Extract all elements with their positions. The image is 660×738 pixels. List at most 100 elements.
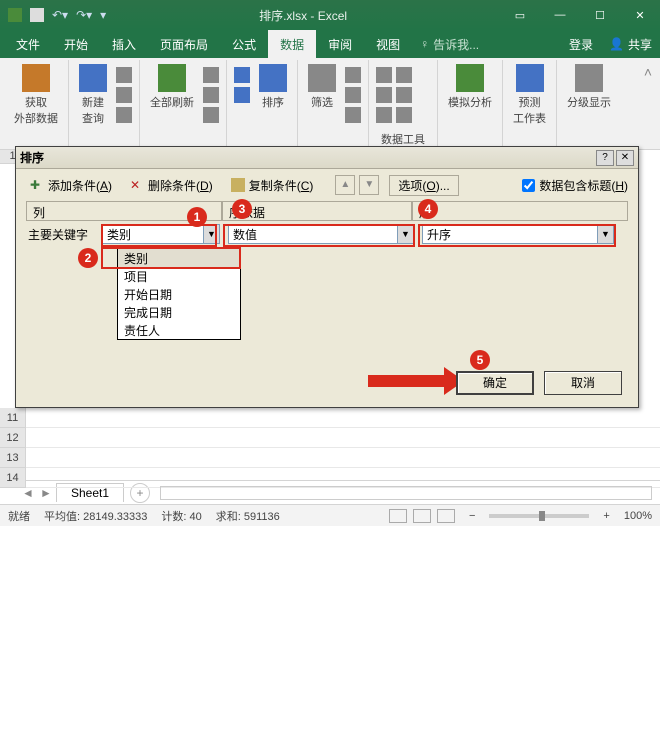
show-queries-icon[interactable] (116, 67, 132, 83)
column-combobox[interactable]: 类别 ▼ (102, 224, 220, 244)
ribbon-group-forecast: 预测 工作表 (503, 60, 557, 149)
ok-button[interactable]: 确定 (456, 371, 534, 395)
zoom-thumb[interactable] (539, 511, 545, 521)
sort-on-combobox[interactable]: 数值 ▼ (228, 224, 414, 244)
filter-button[interactable]: 筛选 (304, 62, 340, 124)
delete-icon: ✕ (130, 178, 144, 192)
row-header[interactable]: 11 (0, 408, 26, 428)
ribbon-group-external-data: 获取 外部数据 (4, 60, 69, 149)
ribbon-group-query: 新建 查询 (69, 60, 140, 149)
refresh-all-button[interactable]: 全部刷新 (146, 62, 198, 124)
add-icon: ✚ (30, 178, 44, 192)
sort-az-icon[interactable] (234, 67, 250, 83)
row-header[interactable]: 14 (0, 468, 26, 488)
column-dropdown-list[interactable]: 类别 项目 开始日期 完成日期 责任人 (117, 248, 241, 340)
from-table-icon[interactable] (116, 87, 132, 103)
share-icon: 👤 (609, 37, 624, 51)
flash-fill-icon[interactable] (396, 67, 412, 83)
ribbon: 获取 外部数据 新建 查询 全部刷新 (0, 58, 660, 150)
maximize-button[interactable]: ☐ (580, 0, 620, 30)
new-query-button[interactable]: 新建 查询 (75, 62, 111, 128)
properties-icon[interactable] (203, 87, 219, 103)
tab-home[interactable]: 开始 (52, 30, 100, 58)
add-level-button[interactable]: ✚ 添加条件(A) (26, 175, 116, 196)
consolidate-icon[interactable] (376, 107, 392, 123)
zoom-slider[interactable] (489, 514, 589, 518)
tab-formulas[interactable]: 公式 (220, 30, 268, 58)
minimize-button[interactable]: — (540, 0, 580, 30)
relationships-icon[interactable] (396, 107, 412, 123)
move-up-button[interactable]: ▲ (335, 175, 355, 195)
tab-view[interactable]: 视图 (364, 30, 412, 58)
tab-file[interactable]: 文件 (4, 30, 52, 58)
ribbon-group-datatools: 数据工具 (369, 60, 438, 149)
chevron-down-icon[interactable]: ▼ (397, 225, 413, 243)
forecast-button[interactable]: 预测 工作表 (509, 62, 550, 128)
dropdown-option[interactable]: 责任人 (118, 321, 240, 339)
dropdown-option[interactable]: 完成日期 (118, 303, 240, 321)
clear-filter-icon[interactable] (345, 67, 361, 83)
chevron-down-icon[interactable]: ▼ (203, 225, 219, 243)
outline-button[interactable]: 分级显示 (563, 62, 615, 112)
data-validation-icon[interactable] (396, 87, 412, 103)
advanced-filter-icon[interactable] (345, 107, 361, 123)
reapply-icon[interactable] (345, 87, 361, 103)
share-button[interactable]: 👤共享 (601, 36, 660, 53)
ribbon-options-icon[interactable]: ▭ (500, 0, 540, 30)
redo-icon[interactable]: ↷▾ (76, 8, 92, 22)
whatif-button[interactable]: 模拟分析 (444, 62, 496, 112)
header-order: 序 (412, 201, 628, 221)
import-data-icon (22, 64, 50, 92)
tab-insert[interactable]: 插入 (100, 30, 148, 58)
sort-za-icon[interactable] (234, 87, 250, 103)
login-link[interactable]: 登录 (561, 36, 601, 53)
connections-icon[interactable] (203, 67, 219, 83)
ribbon-tabs: 文件 开始 插入 页面布局 公式 数据 审阅 视图 ♀告诉我... 登录 👤共享 (0, 30, 660, 58)
order-combobox[interactable]: 升序 ▼ (422, 224, 614, 244)
step-badge: 3 (232, 199, 252, 219)
tab-review[interactable]: 审阅 (316, 30, 364, 58)
recent-sources-icon[interactable] (116, 107, 132, 123)
move-level-group: ▲ ▼ (335, 175, 379, 195)
chevron-down-icon[interactable]: ▼ (597, 225, 613, 243)
dialog-button-row: 确定 取消 (456, 371, 622, 395)
filter-icon (308, 64, 336, 92)
window-controls: ▭ — ☐ ✕ (500, 0, 660, 30)
copy-level-button[interactable]: 复制条件(C) (227, 175, 318, 196)
ribbon-group-outline: 分级显示 (557, 60, 621, 149)
dialog-help-button[interactable]: ? (596, 150, 614, 166)
remove-dup-icon[interactable] (376, 87, 392, 103)
tab-pagelayout[interactable]: 页面布局 (148, 30, 220, 58)
row-header[interactable]: 13 (0, 448, 26, 468)
undo-icon[interactable]: ↶▾ (52, 8, 68, 22)
cancel-button[interactable]: 取消 (544, 371, 622, 395)
delete-level-button[interactable]: ✕ 删除条件(D) (126, 175, 217, 196)
dropdown-option[interactable]: 项目 (118, 267, 240, 285)
options-button[interactable]: 选项(O)... (389, 175, 458, 196)
has-header-input[interactable] (522, 179, 535, 192)
close-button[interactable]: ✕ (620, 0, 660, 30)
tell-me-search[interactable]: ♀告诉我... (412, 36, 487, 53)
sort-button[interactable]: 排序 (255, 62, 291, 112)
dialog-title-bar[interactable]: 排序 ? ✕ (16, 147, 638, 169)
edit-links-icon[interactable] (203, 107, 219, 123)
collapse-ribbon-icon[interactable]: ˄ (640, 60, 656, 149)
text-to-columns-icon[interactable] (376, 67, 392, 83)
get-external-data-button[interactable]: 获取 外部数据 (10, 62, 62, 128)
dropdown-option[interactable]: 类别 (118, 249, 240, 267)
tab-data[interactable]: 数据 (268, 30, 316, 58)
bulb-icon: ♀ (420, 37, 429, 51)
move-down-button[interactable]: ▼ (359, 175, 379, 195)
step-badge: 4 (418, 199, 438, 219)
dialog-close-button[interactable]: ✕ (616, 150, 634, 166)
ribbon-group-sort: 排序 (227, 60, 298, 149)
grid-cells[interactable] (26, 408, 660, 738)
dropdown-option[interactable]: 开始日期 (118, 285, 240, 303)
save-icon[interactable] (30, 8, 44, 22)
row-header[interactable]: 12 (0, 428, 26, 448)
has-header-checkbox[interactable]: 数据包含标题(H) (522, 177, 628, 194)
horizontal-scrollbar[interactable] (160, 486, 652, 500)
dialog-toolbar: ✚ 添加条件(A) ✕ 删除条件(D) 复制条件(C) ▲ ▼ 选项(O)...… (16, 169, 638, 201)
window-title: 排序.xlsx - Excel (106, 7, 500, 24)
quick-access-toolbar: ↶▾ ↷▾ ▾ (0, 8, 106, 22)
